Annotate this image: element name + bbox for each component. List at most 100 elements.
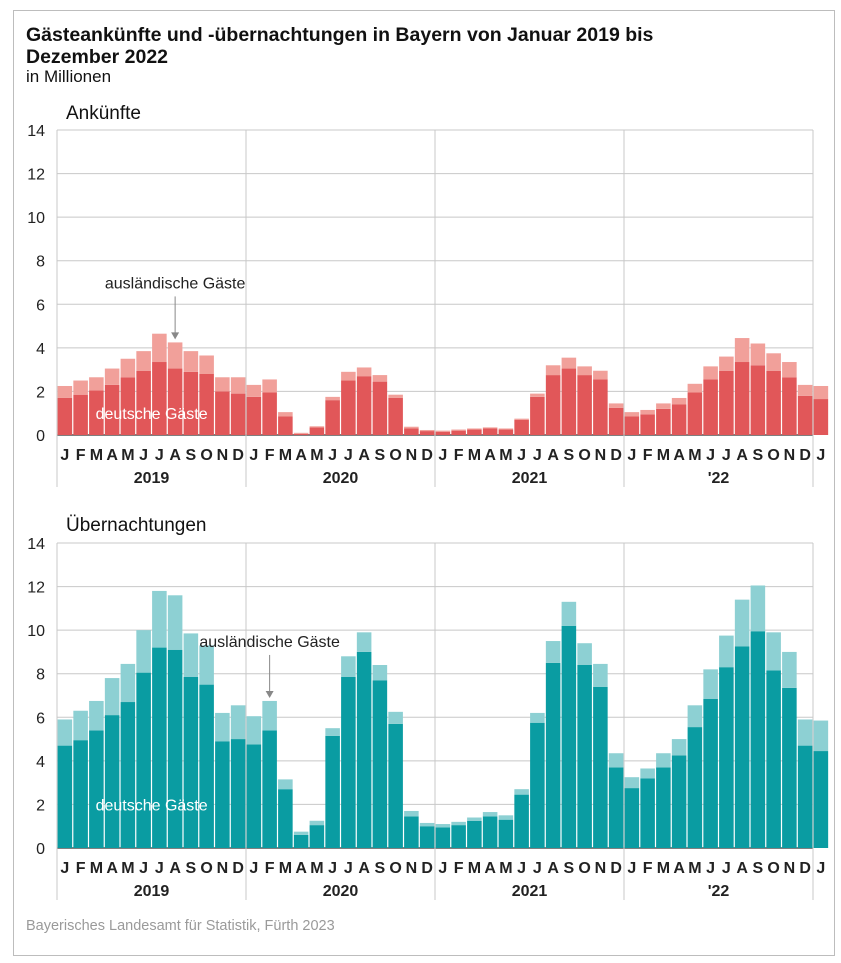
x-month-label: D: [610, 860, 622, 877]
bar-german-guests: [545, 375, 561, 435]
x-year-label: 2019: [134, 470, 170, 487]
x-month-label: M: [657, 860, 670, 877]
y-tick-label: 12: [27, 167, 45, 184]
panel-title-nights: Übernachtungen: [66, 515, 207, 536]
x-month-label: J: [627, 860, 636, 877]
bar-foreign-guests: [309, 426, 325, 428]
bar-german-guests: [608, 407, 624, 435]
bar-german-guests: [325, 400, 340, 435]
x-month-label: A: [106, 860, 118, 877]
bar-german-guests: [230, 739, 246, 848]
x-month-label: S: [375, 447, 386, 464]
x-month-label: S: [753, 860, 764, 877]
bar-foreign-guests: [356, 367, 372, 377]
x-month-label: J: [139, 860, 148, 877]
bar-foreign-guests: [750, 343, 766, 366]
bar-foreign-guests: [719, 635, 734, 668]
y-tick-label: 2: [36, 797, 45, 814]
bar-german-guests: [782, 687, 797, 848]
bar-german-guests: [404, 428, 419, 435]
bar-foreign-guests: [419, 822, 435, 827]
bar-foreign-guests: [325, 396, 340, 401]
bar-foreign-guests: [514, 789, 529, 795]
bar-german-guests: [514, 419, 529, 435]
bar-foreign-guests: [624, 412, 640, 417]
x-month-label: O: [200, 447, 212, 464]
x-month-label: J: [155, 860, 164, 877]
x-month-label: F: [454, 447, 464, 464]
x-month-label: A: [547, 860, 559, 877]
x-year-label: 2019: [134, 883, 170, 900]
bar-foreign-guests: [104, 368, 120, 385]
x-month-label: J: [533, 447, 542, 464]
x-month-label: N: [595, 447, 607, 464]
bar-german-guests: [482, 428, 498, 435]
bar-german-guests: [530, 722, 545, 848]
bar-german-guests: [230, 393, 246, 435]
bar-foreign-guests: [372, 665, 388, 681]
bar-foreign-guests: [498, 815, 514, 820]
bar-foreign-guests: [593, 663, 608, 687]
x-month-label: A: [358, 860, 370, 877]
bar-german-guests: [167, 368, 183, 435]
bar-german-guests: [89, 390, 104, 435]
x-month-label: J: [344, 447, 353, 464]
x-month-label: J: [155, 447, 164, 464]
bar-german-guests: [797, 395, 813, 435]
bar-foreign-guests: [734, 338, 750, 363]
x-month-label: J: [249, 860, 258, 877]
bar-foreign-guests: [246, 384, 262, 397]
bar-foreign-guests: [388, 394, 403, 398]
bar-foreign-guests: [73, 380, 88, 395]
x-month-label: J: [60, 860, 69, 877]
x-month-label: O: [578, 860, 590, 877]
bar-german-guests: [766, 670, 781, 848]
x-month-label: J: [816, 860, 825, 877]
x-month-label: A: [484, 860, 496, 877]
bar-foreign-guests: [104, 678, 120, 716]
bar-german-guests: [404, 816, 419, 848]
annotation-foreign-guests: ausländische Gäste: [199, 634, 340, 651]
x-month-label: O: [767, 447, 779, 464]
x-month-label: O: [389, 860, 401, 877]
bar-german-guests: [73, 740, 88, 848]
bar-foreign-guests: [278, 779, 293, 790]
x-month-label: M: [279, 860, 292, 877]
bar-german-guests: [561, 625, 577, 848]
bar-german-guests: [482, 816, 498, 848]
bar-german-guests: [467, 429, 482, 435]
y-tick-label: 4: [36, 754, 45, 771]
x-month-label: J: [344, 860, 353, 877]
x-month-label: N: [595, 860, 607, 877]
bar-german-guests: [356, 376, 372, 435]
bar-foreign-guests: [608, 753, 624, 768]
bar-german-guests: [57, 745, 73, 848]
bar-german-guests: [593, 379, 608, 435]
bar-foreign-guests: [577, 643, 592, 665]
bar-german-guests: [246, 396, 262, 435]
bar-foreign-guests: [577, 366, 592, 376]
x-year-label: '22: [708, 883, 730, 900]
bar-german-guests: [640, 414, 655, 435]
x-month-label: J: [722, 860, 731, 877]
bar-german-guests: [451, 825, 466, 848]
y-tick-label: 4: [36, 341, 45, 358]
bar-german-guests: [57, 397, 73, 435]
bar-german-guests: [467, 820, 482, 848]
bar-foreign-guests: [435, 824, 451, 828]
x-month-label: M: [90, 860, 103, 877]
annotation-foreign-guests: ausländische Gäste: [105, 275, 246, 292]
bar-german-guests: [624, 416, 640, 435]
bar-german-guests: [152, 362, 167, 435]
x-month-label: A: [736, 447, 748, 464]
x-month-label: J: [517, 447, 526, 464]
bar-foreign-guests: [89, 700, 104, 731]
x-month-label: J: [60, 447, 69, 464]
bar-german-guests: [104, 715, 120, 848]
x-month-label: M: [499, 447, 512, 464]
x-month-label: S: [186, 860, 197, 877]
bar-german-guests: [734, 646, 750, 848]
bar-foreign-guests: [640, 768, 655, 779]
bar-foreign-guests: [545, 641, 561, 663]
